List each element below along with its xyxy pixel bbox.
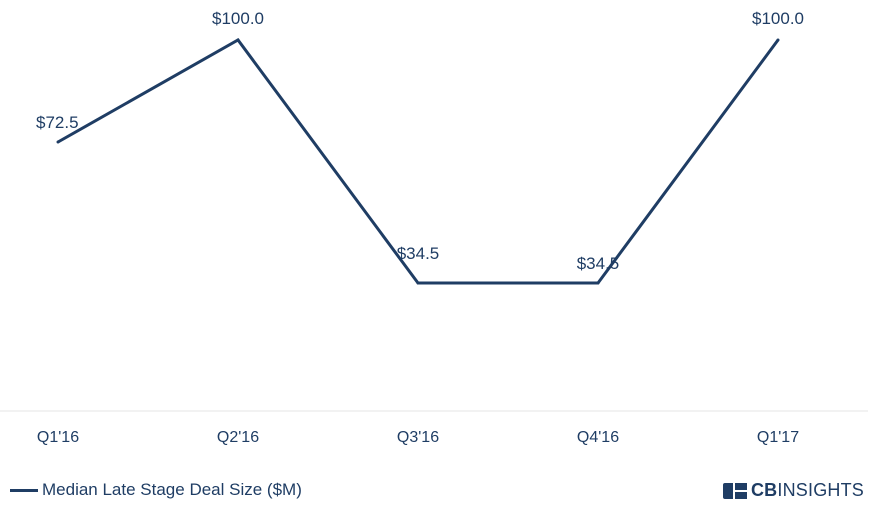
x-tick-label: Q2'16: [217, 429, 259, 446]
data-label: $100.0: [212, 9, 264, 28]
x-tick-label: Q3'16: [397, 429, 439, 446]
x-tick-label: Q1'17: [757, 429, 799, 446]
data-point: [776, 38, 780, 42]
brand-logo: CBINSIGHTS: [722, 480, 864, 501]
data-label: $34.5: [577, 254, 620, 273]
brand-name-regular: INSIGHTS: [777, 480, 864, 500]
brand-name: CBINSIGHTS: [751, 480, 864, 501]
legend: Median Late Stage Deal Size ($M): [10, 480, 302, 500]
legend-label: Median Late Stage Deal Size ($M): [42, 480, 302, 499]
x-tick-label: Q1'16: [37, 429, 79, 446]
data-label: $100.0: [752, 9, 804, 28]
data-point: [416, 281, 420, 285]
chart-marks: $72.5 $100.0 $34.5 $34.5 $100.0 Q1'16 Q2'16 Q3'…: [36, 9, 804, 446]
cbinsights-logo-icon: [722, 482, 747, 499]
data-label: $72.5: [36, 113, 79, 132]
x-tick-label: Q4'16: [577, 429, 619, 446]
legend-line-swatch: [10, 488, 38, 492]
data-point: [56, 140, 60, 144]
data-label: $34.5: [397, 244, 440, 263]
brand-name-bold: CB: [750, 480, 778, 500]
line-chart: $72.5 $100.0 $34.5 $34.5 $100.0 Q1'16 Q2'16 Q3'…: [0, 9, 868, 446]
data-point: [236, 38, 240, 42]
data-point: [596, 281, 600, 285]
